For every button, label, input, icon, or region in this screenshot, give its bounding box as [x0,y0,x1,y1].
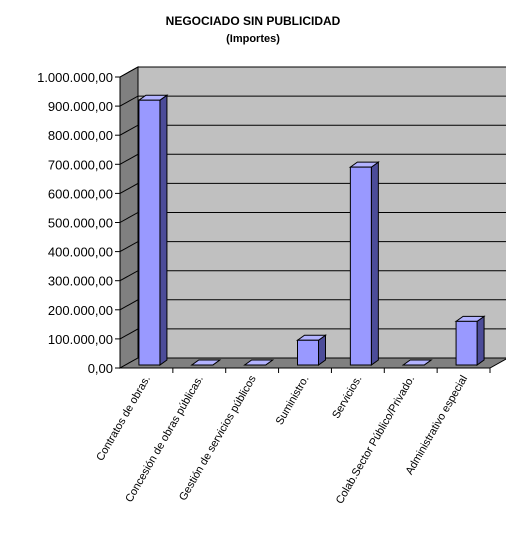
bar [137,94,169,366]
gridline [119,212,506,223]
y-tick-label: 600.000,00 [48,186,113,201]
y-tick-label: 500.000,00 [48,216,113,231]
x-tick-label: Administrativo especial [404,373,471,476]
x-tick-label: Servicios. [330,374,364,421]
bars [137,94,486,366]
y-tick-label: 1.000.000,00 [37,70,113,85]
bar [454,315,486,366]
bar [295,334,328,366]
gridline [119,153,506,165]
x-tick-label: Contratos de obras. [94,374,153,464]
y-tick-label: 300.000,00 [48,274,113,289]
bar-side [159,94,168,366]
plot-area [118,66,506,369]
gridline [119,241,506,253]
bar [348,161,380,366]
bar [401,359,433,366]
chart-subtitle: (Importes) [226,33,280,45]
gridlines [115,66,506,369]
x-tick-label: Suministro. [274,374,312,428]
y-tick-label: 0,00 [88,361,113,376]
y-tick-label: 400.000,00 [48,245,113,260]
chart-title: NEGOCIADO SIN PUBLICIDAD [165,14,341,28]
gridline [119,328,506,340]
y-tick-label: 100.000,00 [48,332,113,347]
gridline [119,270,506,282]
axes [119,77,491,373]
bar-front [297,339,319,366]
y-tick-label: 200.000,00 [48,303,113,318]
bar-side [370,161,379,366]
bar-front [138,99,161,366]
gridline [119,95,506,107]
gridline [119,299,506,311]
bar-front [349,166,372,366]
gridline [119,182,506,194]
bar [243,359,275,366]
bar-side [476,315,485,366]
bar [190,359,222,366]
y-tick-label: 900.000,00 [48,99,113,114]
gridline [119,124,506,136]
y-tick-label: 800.000,00 [48,128,113,143]
gridline [119,66,506,78]
y-axis-tick-labels: 0,00 100.000,00 200.000,00 300.000,00 400.00… [37,70,113,376]
x-axis-category-labels: Contratos de obras.Concesión de obras pú… [94,373,470,506]
bar-front [455,320,478,366]
y-tick-label: 700.000,00 [48,157,113,172]
